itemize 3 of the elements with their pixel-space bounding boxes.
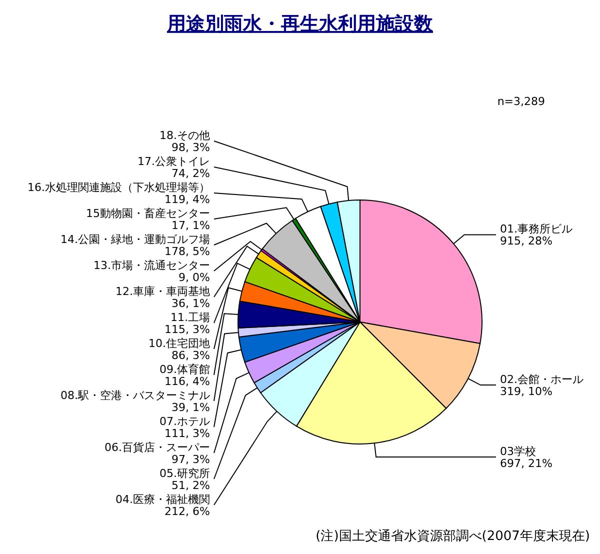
text: (注)国土交通省水資源部調べ(2007年度末現在)	[316, 528, 590, 544]
title: 用途別雨水・再生水利用施設数	[167, 13, 433, 35]
text: n=3,289	[497, 95, 545, 108]
